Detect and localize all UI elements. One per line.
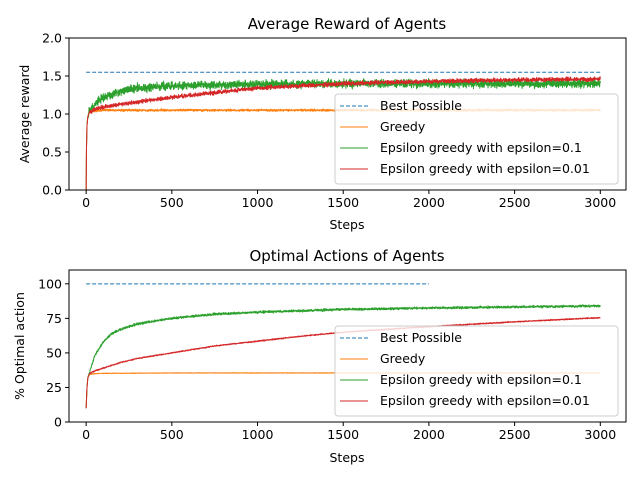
y-tick-label: 25 xyxy=(46,380,62,395)
y-tick-label: 1.5 xyxy=(42,69,62,84)
x-tick-label: 1500 xyxy=(327,427,359,442)
series-line-epsilon-greedy-with-epsilon-0-1 xyxy=(85,304,601,409)
legend-label-epsilon-0-1: Epsilon greedy with epsilon=0.1 xyxy=(380,372,582,387)
chart-title: Optimal Actions of Agents xyxy=(249,247,444,265)
y-tick-label: 0 xyxy=(54,415,62,430)
y-tick-label: 75 xyxy=(46,311,62,326)
x-tick-label: 500 xyxy=(160,195,184,210)
y-tick-label: 2.0 xyxy=(42,31,62,46)
y-axis-label: Average reward xyxy=(17,65,32,164)
legend-label-greedy: Greedy xyxy=(380,119,426,134)
legend-label-best-possible: Best Possible xyxy=(380,98,462,113)
x-tick-label: 2500 xyxy=(499,427,531,442)
legend: Best Possible Greedy Epsilon greedy with… xyxy=(334,325,619,417)
x-tick-label: 1000 xyxy=(242,195,274,210)
x-tick-label: 2000 xyxy=(413,195,445,210)
legend-label-best-possible: Best Possible xyxy=(380,330,462,345)
x-axis-label: Steps xyxy=(330,450,365,465)
y-tick-label: 0.0 xyxy=(42,183,62,198)
y-tick-label: 0.5 xyxy=(42,145,62,160)
legend-label-epsilon-0-1: Epsilon greedy with epsilon=0.1 xyxy=(380,140,582,155)
x-axis-label: Steps xyxy=(330,217,365,232)
legend-label-greedy: Greedy xyxy=(380,351,426,366)
legend-label-epsilon-0-01: Epsilon greedy with epsilon=0.01 xyxy=(380,393,590,408)
chart-title: Average Reward of Agents xyxy=(248,15,447,33)
x-tick-label: 1000 xyxy=(242,427,274,442)
average-reward-chart: Average Reward of Agents 0 500 1000 1500 200… xyxy=(17,15,627,232)
x-tick-label: 2500 xyxy=(499,195,531,210)
plot-frame xyxy=(68,269,627,423)
y-axis-label: % Optimal action xyxy=(12,292,27,400)
ticks-layer: 0 500 1000 1500 2000 2500 3000 0 25 50 75 100 xyxy=(38,276,616,442)
series-line-epsilon-greedy-with-epsilon-0-01 xyxy=(85,76,601,190)
x-tick-label: 0 xyxy=(82,427,90,442)
series-line-epsilon-greedy-with-epsilon-0-1 xyxy=(85,77,601,190)
x-tick-label: 500 xyxy=(160,427,184,442)
ticks-layer: 0 500 1000 1500 2000 2500 3000 0.0 0.5 1.0 1.5 2.0 xyxy=(42,31,616,211)
legend: Best Possible Greedy Epsilon greedy with… xyxy=(334,93,619,185)
legend-box xyxy=(334,93,619,185)
y-tick-label: 100 xyxy=(38,276,62,291)
x-tick-label: 1500 xyxy=(327,195,359,210)
x-tick-label: 3000 xyxy=(584,427,616,442)
x-tick-label: 3000 xyxy=(584,195,616,210)
legend-label-epsilon-0-01: Epsilon greedy with epsilon=0.01 xyxy=(380,161,590,176)
optimal-actions-chart: Optimal Actions of Agents 0 500 1000 1500 20… xyxy=(12,247,627,465)
x-tick-label: 0 xyxy=(82,195,90,210)
legend-box xyxy=(334,325,619,417)
y-tick-label: 1.0 xyxy=(42,107,62,122)
x-tick-label: 2000 xyxy=(413,427,445,442)
y-tick-label: 50 xyxy=(46,345,62,360)
